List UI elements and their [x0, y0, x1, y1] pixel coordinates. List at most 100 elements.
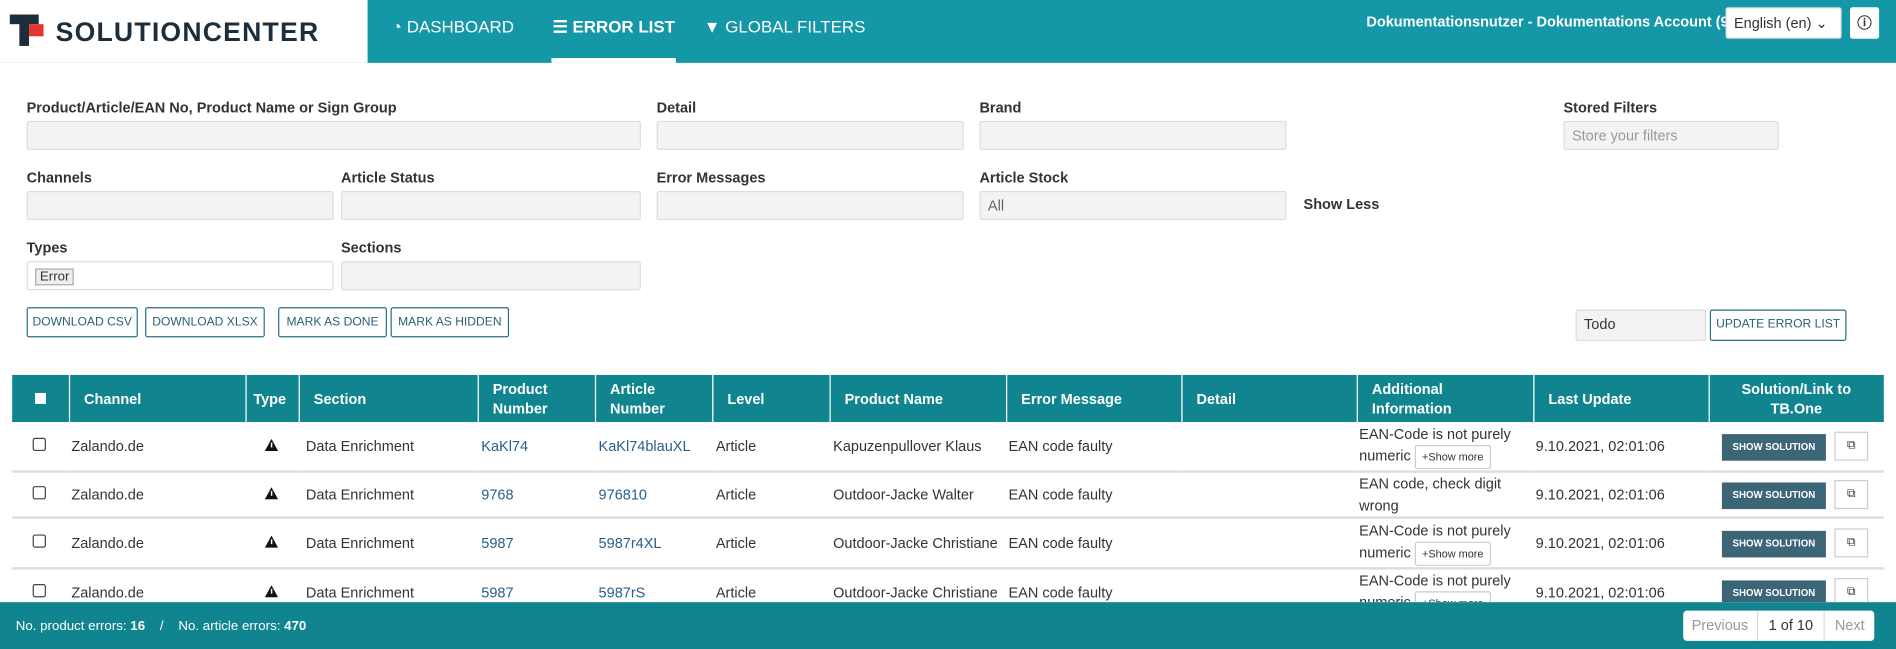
- table-row: Zalando.de Data Enrichment KaKl74 KaKl74bla…: [12, 422, 1884, 473]
- column-header[interactable]: Channel: [68, 374, 247, 423]
- input[interactable]: [340, 191, 641, 221]
- show-solution[interactable]: SHOW SOLUTION: [1721, 482, 1826, 510]
- external-link[interactable]: ⧉: [1834, 479, 1869, 509]
- types-select[interactable]: Error: [26, 261, 334, 291]
- column-header[interactable]: Product Number: [477, 374, 596, 423]
- filter-label: Channels: [26, 169, 92, 187]
- table-row: Zalando.de Data Enrichment 9768 976810 Artic…: [12, 471, 1884, 519]
- column-header[interactable]: Solution/Link to TB.One: [1708, 374, 1884, 423]
- show-more[interactable]: +Show more: [1414, 444, 1491, 470]
- info-button[interactable]: ⓘ: [1850, 7, 1880, 39]
- column-header[interactable]: Additional Information: [1356, 374, 1534, 423]
- type-icon: [245, 568, 299, 603]
- stored-filters-select[interactable]: Store your filters: [1563, 120, 1779, 150]
- button[interactable]: DOWNLOAD CSV: [26, 307, 138, 338]
- type-icon: [245, 471, 299, 519]
- article-number[interactable]: KaKl74blauXL: [594, 422, 713, 473]
- error-message: EAN code faulty: [1006, 517, 1182, 570]
- external-link[interactable]: ⧉: [1834, 577, 1869, 603]
- column-header[interactable]: Product Name: [829, 374, 1007, 423]
- nav-item[interactable]: ☰ ERROR LIST: [551, 0, 677, 63]
- product-number[interactable]: KaKl74: [477, 422, 595, 473]
- column-header[interactable]: Section: [298, 374, 479, 423]
- nav-item[interactable]: ◔ DASHBOARD: [391, 16, 514, 37]
- level: Article: [712, 471, 830, 519]
- filter-label: Brand: [979, 99, 1022, 117]
- error-message: EAN code faulty: [1006, 471, 1182, 519]
- button[interactable]: MARK AS DONE: [278, 307, 387, 338]
- nav-label[interactable]: ERROR LIST: [572, 16, 676, 37]
- next[interactable]: Next: [1834, 616, 1865, 634]
- column-header[interactable]: Error Message: [1006, 374, 1182, 423]
- channel: Zalando.de: [68, 517, 246, 570]
- column-header[interactable]: Type: [245, 374, 300, 423]
- info-text: EAN-Code is not purely numeric: [1359, 425, 1511, 465]
- article-number[interactable]: 976810: [594, 471, 713, 519]
- tag[interactable]: Error: [35, 268, 75, 286]
- header-row: Channel Type Section Product Number Article …: [12, 374, 1884, 423]
- show-more[interactable]: +Show more: [1414, 541, 1491, 566]
- filter-label: Types: [26, 239, 68, 257]
- nav-item[interactable]: ▼ GLOBAL FILTERS: [703, 16, 866, 37]
- product-number[interactable]: 5987: [477, 568, 595, 603]
- nav-label[interactable]: GLOBAL FILTERS: [725, 16, 866, 37]
- show-solution[interactable]: SHOW SOLUTION: [1721, 580, 1826, 603]
- external-link[interactable]: ⧉: [1834, 528, 1869, 558]
- additional-info: EAN-Code is not purely numeric +Show mor…: [1356, 422, 1534, 473]
- input[interactable]: [26, 191, 334, 221]
- page: 1 of 10: [1758, 610, 1826, 641]
- column-header[interactable]: Detail: [1181, 374, 1358, 423]
- language-select[interactable]: English (en) ⌄: [1725, 7, 1842, 39]
- product-name: Outdoor-Jacke Walter: [829, 471, 1007, 519]
- level: Article: [712, 568, 830, 603]
- row-select: [12, 471, 69, 519]
- input[interactable]: [26, 120, 641, 150]
- selected[interactable]: All: [987, 197, 1005, 215]
- table-row: Zalando.de Data Enrichment 5987 5987r4XL Art…: [12, 517, 1884, 570]
- article-number[interactable]: 5987r4XL: [594, 517, 713, 570]
- channel: Zalando.de: [68, 568, 246, 603]
- button[interactable]: MARK AS HIDDEN: [390, 307, 510, 338]
- level: Article: [712, 422, 830, 473]
- external-link[interactable]: ⧉: [1834, 431, 1869, 461]
- update-button[interactable]: UPDATE ERROR LIST: [1709, 309, 1847, 341]
- detail: [1181, 517, 1357, 570]
- filter-label: Stored Filters: [1563, 99, 1658, 117]
- channel: Zalando.de: [68, 471, 246, 519]
- show-more[interactable]: +Show more: [1414, 591, 1491, 603]
- input[interactable]: [656, 191, 964, 221]
- table-row: Zalando.de Data Enrichment 5987 5987rS Artic…: [12, 568, 1884, 603]
- input[interactable]: [656, 120, 964, 150]
- select-all: [12, 374, 70, 423]
- filter-label: Article Status: [340, 169, 435, 187]
- article-stock-select[interactable]: All: [979, 191, 1287, 221]
- section: Data Enrichment: [298, 568, 478, 603]
- show-solution[interactable]: SHOW SOLUTION: [1721, 434, 1826, 461]
- product-number[interactable]: 5987: [477, 517, 595, 570]
- user: Dokumentationsnutzer - Dokumentations Ac…: [1366, 13, 1758, 31]
- column-header[interactable]: Article Number: [594, 374, 713, 423]
- input[interactable]: [979, 120, 1287, 150]
- column-header[interactable]: Last Update: [1533, 374, 1710, 423]
- additional-info: EAN-Code is not purely numeric +Show mor…: [1356, 517, 1534, 570]
- product-number[interactable]: 9768: [477, 471, 595, 519]
- nav-label[interactable]: DASHBOARD: [406, 16, 514, 37]
- placeholder[interactable]: Store your filters: [1571, 126, 1678, 144]
- status-select[interactable]: Todo: [1575, 309, 1707, 341]
- show-solution[interactable]: SHOW SOLUTION: [1721, 530, 1826, 558]
- product-name: Kapuzenpullover Klaus: [829, 422, 1007, 473]
- input[interactable]: [340, 261, 641, 291]
- language[interactable]: English (en): [1733, 14, 1812, 32]
- show-less[interactable]: Show Less: [1303, 195, 1380, 213]
- previous[interactable]: Previous: [1683, 610, 1758, 641]
- button[interactable]: DOWNLOAD XLSX: [145, 307, 265, 338]
- product-name: Outdoor-Jacke Christiane: [829, 517, 1007, 570]
- column-header[interactable]: Level: [712, 374, 831, 423]
- label: No. product errors:: [15, 619, 127, 634]
- info-text: EAN code, check digit wrong: [1359, 475, 1502, 514]
- article-number[interactable]: 5987rS: [594, 568, 713, 603]
- product-name: Outdoor-Jacke Christiane: [829, 568, 1007, 603]
- type-icon: [245, 422, 299, 473]
- solution: SHOW SOLUTION ⧉: [1708, 517, 1884, 570]
